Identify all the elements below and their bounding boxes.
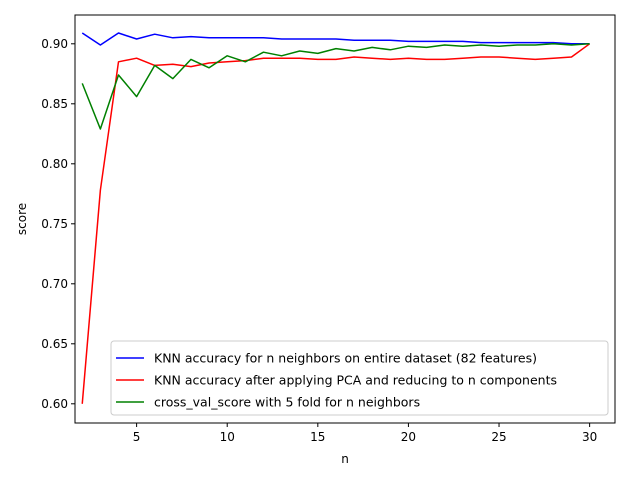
x-tick-label: 10 — [220, 430, 235, 444]
x-axis-label: n — [341, 452, 349, 466]
legend: KNN accuracy for n neighbors on entire d… — [110, 340, 609, 416]
y-axis-label: score — [15, 203, 29, 235]
y-axis: 0.60 0.65 0.70 0.75 0.80 0.85 0.90 — [41, 37, 75, 411]
y-tick-label: 0.75 — [41, 217, 68, 231]
y-tick-label: 0.80 — [41, 157, 68, 171]
legend-box — [110, 340, 609, 416]
x-tick-label: 25 — [491, 430, 506, 444]
x-axis: 5 10 15 20 25 30 — [133, 423, 597, 444]
y-tick-label: 0.90 — [41, 37, 68, 51]
y-tick-label: 0.70 — [41, 277, 68, 291]
series-line-1 — [81, 32, 590, 46]
series-line-2 — [81, 43, 591, 404]
y-tick-label: 0.65 — [41, 337, 68, 351]
series-line-3 — [81, 43, 590, 130]
series-layer — [81, 32, 591, 404]
legend-label-3: cross_val_score with 5 fold for n neighb… — [154, 395, 420, 410]
axes-frame — [74, 14, 616, 424]
x-tick-label: 5 — [133, 430, 141, 444]
x-tick-label: 20 — [401, 430, 416, 444]
legend-label-2: KNN accuracy after applying PCA and redu… — [154, 373, 557, 388]
x-tick-label: 15 — [310, 430, 325, 444]
y-tick-label: 0.60 — [41, 397, 68, 411]
x-tick-label: 30 — [582, 430, 597, 444]
y-tick-label: 0.85 — [41, 97, 68, 111]
legend-label-1: KNN accuracy for n neighbors on entire d… — [154, 351, 537, 366]
